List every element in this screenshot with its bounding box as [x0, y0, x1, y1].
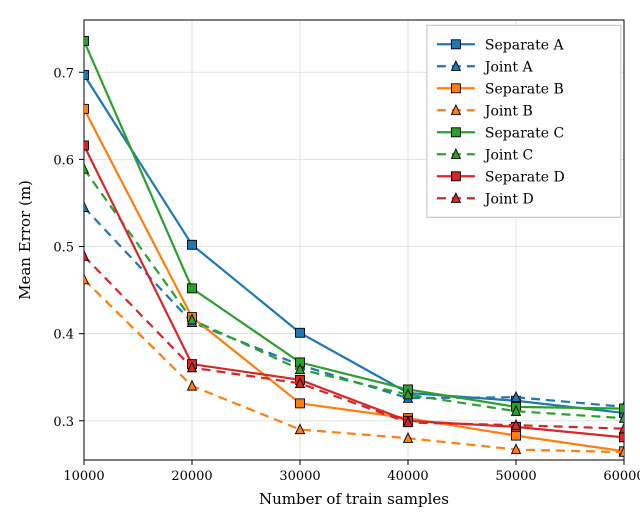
- marker-square: [451, 84, 460, 93]
- chart-container: 10000 20000 30000 40000 50000 60000 0.3 0.4 0.5 0…: [0, 0, 640, 517]
- ytick-label: 0.5: [53, 241, 74, 256]
- legend-label: Joint A: [483, 59, 534, 75]
- legend-label: Separate C: [485, 125, 564, 141]
- ytick-label: 0.4: [53, 328, 74, 343]
- ytick-label: 0.6: [53, 153, 74, 168]
- xtick-label: 60000: [603, 469, 640, 484]
- marker-square: [451, 128, 460, 137]
- legend: Separate A Joint A Separate B Joint B Separa…: [427, 25, 621, 217]
- marker-square: [296, 328, 305, 337]
- marker-square: [512, 431, 521, 440]
- legend-label: Joint B: [483, 103, 533, 119]
- xtick-label: 40000: [387, 469, 428, 484]
- y-axis-label: Mean Error (m): [16, 180, 34, 300]
- legend-label: Joint D: [483, 191, 534, 207]
- marker-square: [188, 240, 197, 249]
- x-axis-label: Number of train samples: [259, 490, 449, 508]
- xtick-label: 50000: [495, 469, 536, 484]
- ytick-label: 0.7: [53, 66, 74, 81]
- xtick-label: 30000: [279, 469, 320, 484]
- marker-square: [188, 284, 197, 293]
- marker-square: [296, 399, 305, 408]
- legend-box: [427, 25, 621, 217]
- chart-svg: 10000 20000 30000 40000 50000 60000 0.3 0.4 0.5 0…: [0, 0, 640, 517]
- legend-label: Separate B: [485, 81, 564, 97]
- legend-label: Joint C: [483, 147, 533, 163]
- legend-label: Separate A: [485, 37, 565, 53]
- legend-label: Separate D: [485, 169, 565, 185]
- xtick-label: 10000: [63, 469, 104, 484]
- xtick-label: 20000: [171, 469, 212, 484]
- ytick-label: 0.3: [53, 415, 74, 430]
- marker-square: [451, 40, 460, 49]
- marker-square: [451, 172, 460, 181]
